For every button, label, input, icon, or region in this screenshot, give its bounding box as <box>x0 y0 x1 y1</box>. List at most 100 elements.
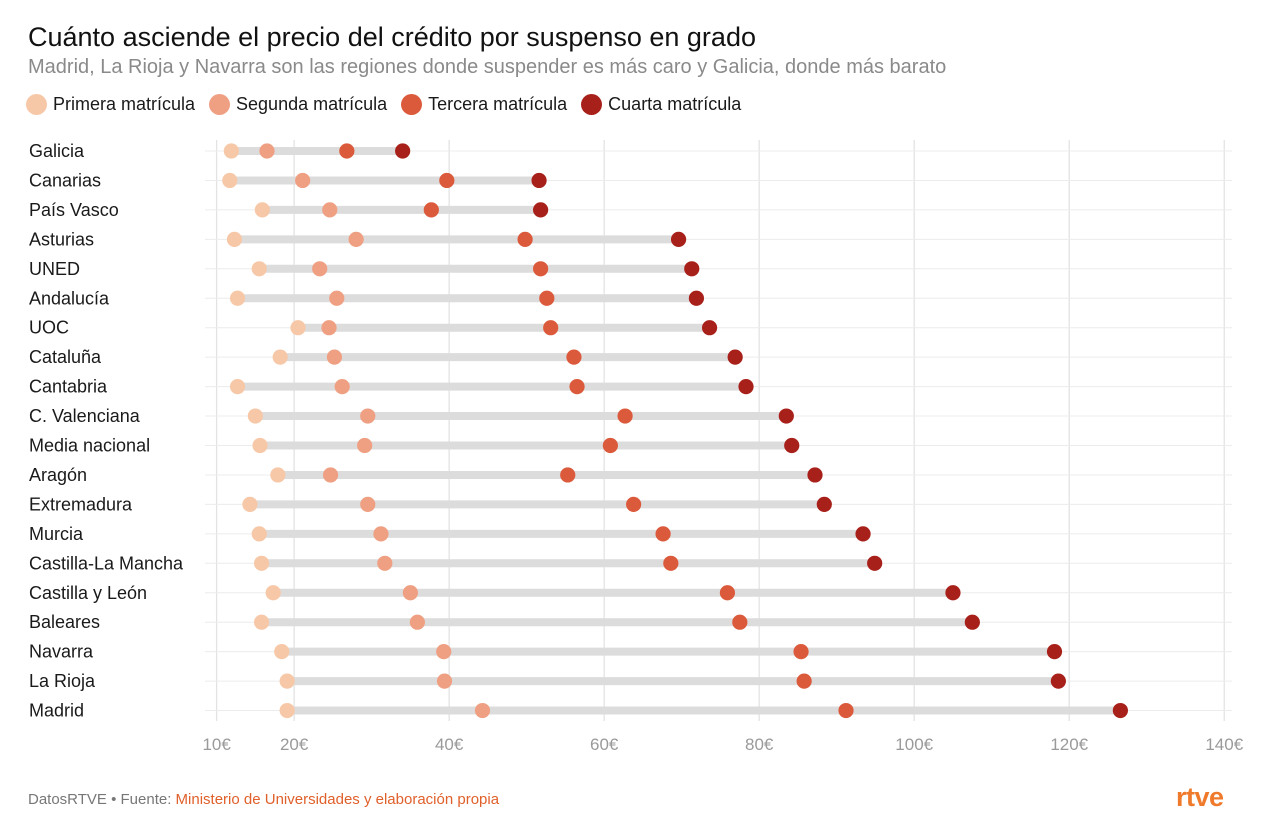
legend-label-cuarta: Cuarta matrícula <box>608 94 742 114</box>
point-primera-matricula-castilla-la-mancha <box>253 555 270 571</box>
point-cuarta-matricula-galicia <box>395 143 411 159</box>
category-label-canarias: Canarias <box>29 170 101 190</box>
legend-label-segunda: Segunda matrícula <box>236 94 388 114</box>
point-segunda-matricula-cantabria <box>334 379 350 395</box>
point-cuarta-matricula-cantabria <box>738 379 754 395</box>
point-tercera-matricula-cataluna <box>566 349 582 365</box>
point-cuarta-matricula-pais-vasco <box>533 202 549 218</box>
point-cuarta-matricula-baleares <box>964 614 980 630</box>
category-label-cantabria: Cantabria <box>29 377 108 397</box>
point-segunda-matricula-c-valenciana <box>360 408 376 424</box>
point-primera-matricula-aragon <box>270 467 286 483</box>
category-label-uned: UNED <box>29 259 80 279</box>
legend: Primera matrícula Segunda matrícula Terc… <box>26 94 741 115</box>
category-label-andalucia: Andalucía <box>29 288 110 308</box>
point-cuarta-matricula-cataluna <box>727 349 743 365</box>
point-segunda-matricula-murcia <box>373 526 389 542</box>
point-tercera-matricula-murcia <box>655 526 671 542</box>
footer-source-link[interactable]: Ministerio de Universidades y elaboració… <box>175 791 500 808</box>
point-tercera-matricula-castilla-la-mancha <box>663 555 679 571</box>
point-segunda-matricula-galicia <box>259 143 275 159</box>
point-tercera-matricula-castilla-y-leon <box>719 585 736 601</box>
point-segunda-matricula-asturias <box>348 231 364 247</box>
legend-label-tercera: Tercera matrícula <box>428 94 568 114</box>
point-primera-matricula-murcia <box>251 526 267 542</box>
point-tercera-matricula-madrid <box>838 702 854 719</box>
point-segunda-matricula-castilla-y-leon <box>402 585 418 601</box>
point-cuarta-matricula-uoc <box>701 320 718 336</box>
point-tercera-matricula-baleares <box>732 614 748 630</box>
footer: DatosRTVE • Fuente: Ministerio de Univer… <box>28 791 499 808</box>
x-tick-label: 20€ <box>280 735 309 754</box>
point-tercera-matricula-asturias <box>517 231 533 247</box>
point-segunda-matricula-aragon <box>322 467 339 483</box>
point-cuarta-matricula-asturias <box>670 231 687 247</box>
point-cuarta-matricula-castilla-la-mancha <box>867 555 883 571</box>
point-primera-matricula-andalucia <box>229 290 246 306</box>
point-tercera-matricula-media-nacional <box>602 437 618 454</box>
point-primera-matricula-cataluna <box>272 349 288 365</box>
category-label-uoc: UOC <box>29 318 69 338</box>
legend-swatch-primera <box>26 94 47 115</box>
footer-prefix: DatosRTVE • Fuente: <box>28 791 176 808</box>
x-tick-label: 120€ <box>1050 735 1088 754</box>
point-tercera-matricula-navarra <box>793 644 809 660</box>
point-segunda-matricula-andalucia <box>329 290 345 306</box>
point-tercera-matricula-la-rioja <box>796 673 812 689</box>
category-label-extremadura: Extremadura <box>29 494 133 514</box>
category-label-castilla-la-mancha: Castilla-La Mancha <box>29 553 184 573</box>
chart-subtitle: Madrid, La Rioja y Navarra son las regio… <box>28 56 947 78</box>
point-segunda-matricula-madrid <box>474 702 491 719</box>
point-cuarta-matricula-c-valenciana <box>778 408 794 424</box>
legend-swatch-cuarta <box>581 94 603 115</box>
point-cuarta-matricula-madrid <box>1112 702 1128 719</box>
point-segunda-matricula-navarra <box>436 644 452 660</box>
legend-item-tercera: Tercera matrícula <box>401 94 567 115</box>
point-tercera-matricula-extremadura <box>626 496 642 512</box>
point-primera-matricula-canarias <box>222 172 238 189</box>
category-label-cataluna: Cataluña <box>29 347 102 367</box>
x-tick-label: 80€ <box>745 735 774 754</box>
point-primera-matricula-c-valenciana <box>247 408 263 424</box>
category-label-navarra: Navarra <box>29 642 94 662</box>
point-segunda-matricula-cataluna <box>326 349 343 365</box>
legend-swatch-tercera <box>401 94 423 115</box>
point-segunda-matricula-extremadura <box>360 496 376 512</box>
legend-label-primera: Primera matrícula <box>53 94 196 114</box>
point-tercera-matricula-c-valenciana <box>617 408 633 424</box>
point-tercera-matricula-canarias <box>439 172 455 189</box>
point-tercera-matricula-pais-vasco <box>423 202 439 218</box>
point-primera-matricula-baleares <box>253 614 270 630</box>
point-cuarta-matricula-extremadura <box>816 496 832 512</box>
point-primera-matricula-cantabria <box>229 379 246 395</box>
point-cuarta-matricula-andalucia <box>688 290 705 306</box>
point-primera-matricula-extremadura <box>242 496 258 512</box>
point-segunda-matricula-uned <box>312 261 328 277</box>
point-tercera-matricula-cantabria <box>569 379 585 395</box>
category-label-castilla-y-leon: Castilla y León <box>29 583 147 603</box>
point-tercera-matricula-andalucia <box>539 290 555 306</box>
point-segunda-matricula-uoc <box>321 320 337 336</box>
point-primera-matricula-castilla-y-leon <box>265 585 281 601</box>
category-label-aragon: Aragón <box>29 465 87 485</box>
x-tick-label: 100€ <box>895 735 933 754</box>
category-label-la-rioja: La Rioja <box>29 671 96 691</box>
point-primera-matricula-media-nacional <box>252 437 268 454</box>
point-primera-matricula-asturias <box>226 231 243 247</box>
legend-swatch-segunda <box>209 94 231 115</box>
x-tick-label: 140€ <box>1205 735 1243 754</box>
point-cuarta-matricula-uned <box>684 261 700 277</box>
point-cuarta-matricula-media-nacional <box>784 437 800 454</box>
x-tick-label: 40€ <box>435 735 464 754</box>
category-label-asturias: Asturias <box>29 229 94 249</box>
point-primera-matricula-pais-vasco <box>254 202 270 218</box>
point-primera-matricula-la-rioja <box>279 673 295 689</box>
category-label-pais-vasco: País Vasco <box>29 200 119 220</box>
point-primera-matricula-madrid <box>279 702 295 719</box>
chart-title: Cuánto asciende el precio del crédito po… <box>28 22 756 52</box>
point-cuarta-matricula-canarias <box>531 172 547 189</box>
point-tercera-matricula-aragon <box>560 467 576 483</box>
point-cuarta-matricula-murcia <box>855 526 871 542</box>
point-primera-matricula-galicia <box>223 143 239 159</box>
